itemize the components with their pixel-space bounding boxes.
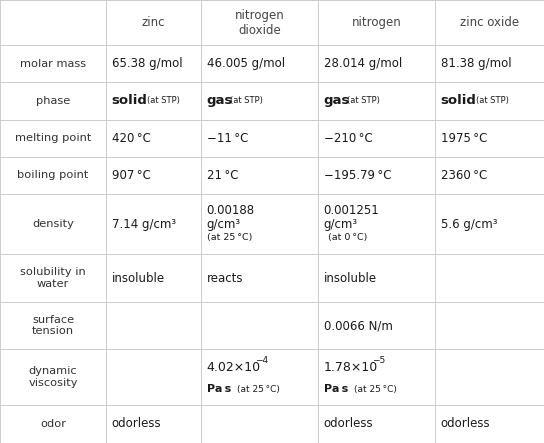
Text: zinc oxide: zinc oxide bbox=[460, 16, 519, 29]
Text: reacts: reacts bbox=[207, 272, 243, 285]
Text: (at STP): (at STP) bbox=[230, 97, 263, 105]
Text: Pa s: Pa s bbox=[324, 385, 348, 394]
Text: −210 °C: −210 °C bbox=[324, 132, 373, 144]
Text: −195.79 °C: −195.79 °C bbox=[324, 169, 391, 182]
Text: 65.38 g/mol: 65.38 g/mol bbox=[112, 58, 182, 70]
Text: insoluble: insoluble bbox=[112, 272, 165, 285]
Text: 0.0066 N/m: 0.0066 N/m bbox=[324, 319, 393, 332]
Text: 2360 °C: 2360 °C bbox=[441, 169, 487, 182]
Text: −11 °C: −11 °C bbox=[207, 132, 248, 144]
Text: gas: gas bbox=[324, 94, 350, 108]
Text: 1975 °C: 1975 °C bbox=[441, 132, 487, 144]
Text: 21 °C: 21 °C bbox=[207, 169, 238, 182]
Text: 1.78×10: 1.78×10 bbox=[324, 361, 378, 373]
Text: dynamic
viscosity: dynamic viscosity bbox=[28, 366, 78, 388]
Text: molar mass: molar mass bbox=[20, 59, 86, 69]
Text: gas: gas bbox=[207, 94, 233, 108]
Text: odorless: odorless bbox=[324, 417, 373, 431]
Text: insoluble: insoluble bbox=[324, 272, 377, 285]
Text: solubility in
water: solubility in water bbox=[20, 268, 86, 289]
Text: boiling point: boiling point bbox=[17, 170, 89, 180]
Text: surface
tension: surface tension bbox=[32, 315, 74, 336]
Text: −5: −5 bbox=[372, 356, 385, 365]
Text: 28.014 g/mol: 28.014 g/mol bbox=[324, 58, 402, 70]
Text: 7.14 g/cm³: 7.14 g/cm³ bbox=[112, 218, 176, 230]
Text: zinc: zinc bbox=[142, 16, 165, 29]
Text: (at STP): (at STP) bbox=[347, 97, 380, 105]
Text: 5.6 g/cm³: 5.6 g/cm³ bbox=[441, 218, 497, 230]
Text: solid: solid bbox=[112, 94, 147, 108]
Text: g/cm³: g/cm³ bbox=[207, 218, 241, 230]
Text: odorless: odorless bbox=[441, 417, 490, 431]
Text: (at 25 °C): (at 25 °C) bbox=[237, 385, 280, 394]
Text: g/cm³: g/cm³ bbox=[324, 218, 358, 230]
Text: (at STP): (at STP) bbox=[147, 97, 180, 105]
Text: melting point: melting point bbox=[15, 133, 91, 143]
Text: nitrogen
dioxide: nitrogen dioxide bbox=[235, 9, 285, 37]
Text: 81.38 g/mol: 81.38 g/mol bbox=[441, 58, 511, 70]
Text: (at STP): (at STP) bbox=[477, 97, 509, 105]
Text: (at 0 °C): (at 0 °C) bbox=[328, 233, 367, 242]
Text: (at 25 °C): (at 25 °C) bbox=[354, 385, 397, 394]
Text: 0.001251: 0.001251 bbox=[324, 204, 379, 217]
Text: phase: phase bbox=[36, 96, 70, 106]
Text: 907 °C: 907 °C bbox=[112, 169, 150, 182]
Text: 420 °C: 420 °C bbox=[112, 132, 150, 144]
Text: odor: odor bbox=[40, 419, 66, 429]
Text: nitrogen: nitrogen bbox=[352, 16, 401, 29]
Text: 46.005 g/mol: 46.005 g/mol bbox=[207, 58, 285, 70]
Text: density: density bbox=[32, 219, 74, 229]
Text: (at 25 °C): (at 25 °C) bbox=[207, 233, 252, 242]
Text: 4.02×10: 4.02×10 bbox=[207, 361, 261, 373]
Text: odorless: odorless bbox=[112, 417, 161, 431]
Text: 0.00188: 0.00188 bbox=[207, 204, 255, 217]
Text: solid: solid bbox=[441, 94, 477, 108]
Text: −4: −4 bbox=[255, 356, 268, 365]
Text: Pa s: Pa s bbox=[207, 385, 231, 394]
